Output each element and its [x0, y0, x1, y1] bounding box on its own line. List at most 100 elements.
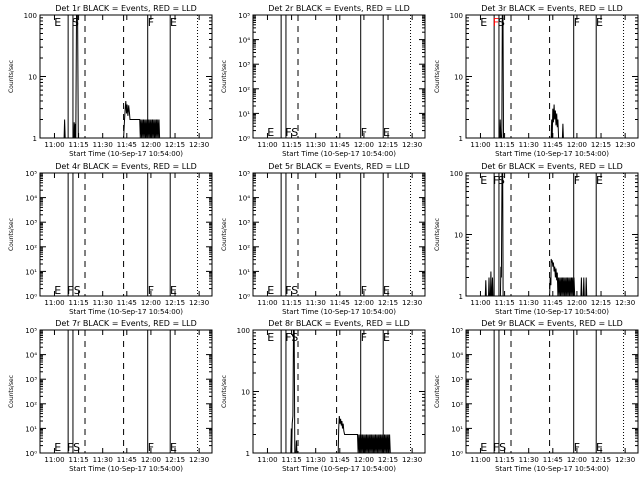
y-tick-label: 10² — [25, 401, 37, 409]
y-tick-label: 100 — [24, 12, 37, 20]
x-tick-label: 12:15 — [591, 456, 611, 464]
x-tick-label: 11:15 — [68, 299, 88, 307]
y-tick-label: 10⁵ — [451, 327, 463, 335]
x-tick-label: 12:00 — [141, 456, 161, 464]
marker-letter-E: E — [383, 126, 390, 139]
x-tick-label: 12:15 — [591, 141, 611, 149]
y-tick-label: 100 — [450, 12, 463, 20]
marker-letter-E: E — [596, 174, 603, 187]
marker-letter-F: F — [574, 16, 580, 29]
marker-letter-F: F — [285, 126, 291, 139]
y-tick-label: 10 — [241, 389, 250, 397]
x-tick-label: 11:45 — [543, 456, 563, 464]
x-tick-label: 11:00 — [44, 456, 64, 464]
y-tick-label: 100 — [237, 327, 250, 335]
plot-frame — [39, 172, 213, 297]
marker-letter-F: F — [493, 174, 499, 187]
x-tick-label: 12:15 — [591, 299, 611, 307]
x-tick-label: 12:15 — [165, 456, 185, 464]
x-axis-label: Start Time (10-Sep-17 10:54:00) — [69, 308, 183, 316]
x-tick-label: 12:30 — [615, 456, 635, 464]
x-tick-label: 11:00 — [257, 141, 277, 149]
x-tick-label: 12:00 — [354, 141, 374, 149]
x-axis-label: Start Time (10-Sep-17 10:54:00) — [282, 465, 396, 473]
marker-letter-S: S — [291, 126, 298, 139]
y-tick-label: 10² — [238, 244, 250, 252]
x-tick-label: 11:15 — [68, 456, 88, 464]
panel-title: Det 2r BLACK = Events, RED = LLD — [268, 4, 410, 13]
y-axis-label: Counts/sec — [8, 375, 15, 408]
y-tick-label: 10⁵ — [238, 170, 250, 178]
marker-letter-E: E — [54, 441, 61, 454]
marker-letter-F: F — [148, 16, 154, 29]
marker-letter-F: F — [285, 284, 291, 297]
marker-letter-F: F — [148, 284, 154, 297]
y-tick-label: 10³ — [238, 219, 250, 227]
x-tick-label: 12:15 — [165, 299, 185, 307]
y-tick-label: 10³ — [25, 219, 37, 227]
x-tick-label: 11:00 — [44, 141, 64, 149]
y-axis-label: Counts/sec — [221, 375, 228, 408]
y-axis-label: Counts/sec — [434, 60, 441, 93]
y-tick-label: 1 — [33, 135, 37, 143]
y-tick-label: 10⁴ — [451, 352, 463, 360]
panel-title: Det 8r BLACK = Events, RED = LLD — [268, 319, 410, 328]
x-tick-label: 11:45 — [330, 299, 350, 307]
x-tick-label: 12:15 — [165, 141, 185, 149]
marker-letter-F: F — [574, 174, 580, 187]
x-axis-label: Start Time (10-Sep-17 10:54:00) — [69, 465, 183, 473]
x-tick-label: 12:00 — [567, 456, 587, 464]
marker-letter-F: F — [361, 284, 367, 297]
x-tick-label: 11:30 — [306, 141, 326, 149]
x-tick-label: 11:00 — [470, 141, 490, 149]
x-tick-label: 11:15 — [68, 141, 88, 149]
x-tick-label: 12:00 — [354, 456, 374, 464]
x-tick-label: 11:45 — [543, 141, 563, 149]
plot-frame — [39, 14, 213, 139]
x-axis-label: Start Time (10-Sep-17 10:54:00) — [495, 308, 609, 316]
x-tick-label: 12:30 — [402, 299, 422, 307]
x-tick-label: 11:15 — [494, 141, 514, 149]
y-tick-label: 10 — [28, 74, 37, 82]
marker-letter-E: E — [267, 126, 274, 139]
x-axis-label: Start Time (10-Sep-17 10:54:00) — [282, 150, 396, 158]
y-tick-label: 100 — [450, 170, 463, 178]
marker-letter-F: F — [493, 441, 499, 454]
y-tick-label: 10⁴ — [238, 37, 250, 45]
y-tick-label: 10¹ — [238, 110, 250, 118]
x-tick-label: 11:15 — [281, 141, 301, 149]
detector-panel-8: Det 8r BLACK = Events, RED = LLD Counts/s… — [221, 319, 426, 473]
marker-letter-S: S — [498, 174, 505, 187]
x-tick-label: 11:30 — [93, 299, 113, 307]
plot-frame — [465, 14, 639, 139]
x-tick-label: 11:30 — [93, 456, 113, 464]
marker-letter-E: E — [480, 441, 487, 454]
marker-letter-E: E — [480, 16, 487, 29]
y-tick-label: 10⁰ — [451, 450, 463, 458]
marker-letter-S: S — [72, 16, 79, 29]
x-tick-label: 11:30 — [93, 141, 113, 149]
marker-letter-F: F — [148, 441, 154, 454]
panel-title: Det 9r BLACK = Events, RED = LLD — [481, 319, 623, 328]
x-tick-label: 11:30 — [519, 299, 539, 307]
x-tick-label: 12:15 — [378, 141, 398, 149]
y-axis-label: Counts/sec — [221, 60, 228, 93]
y-tick-label: 10¹ — [238, 268, 250, 276]
y-axis-label: Counts/sec — [8, 218, 15, 251]
panel-title: Det 7r BLACK = Events, RED = LLD — [55, 319, 197, 328]
y-tick-label: 10³ — [238, 61, 250, 69]
x-tick-label: 12:00 — [354, 299, 374, 307]
series-events-line — [480, 172, 588, 297]
detector-panel-2: Det 2r BLACK = Events, RED = LLD Counts/s… — [221, 4, 426, 158]
detector-panel-9: Det 9r BLACK = Events, RED = LLD Counts/s… — [434, 319, 639, 473]
marker-letter-E: E — [170, 441, 177, 454]
x-tick-label: 11:30 — [306, 456, 326, 464]
panel-title: Det 6r BLACK = Events, RED = LLD — [481, 162, 623, 171]
plot-frame — [39, 329, 213, 454]
x-tick-label: 11:30 — [306, 299, 326, 307]
marker-letter-E: E — [480, 174, 487, 187]
series-events-line — [480, 14, 564, 139]
marker-letter-E: E — [267, 284, 274, 297]
y-tick-label: 10 — [454, 74, 463, 82]
x-tick-label: 12:30 — [189, 456, 209, 464]
